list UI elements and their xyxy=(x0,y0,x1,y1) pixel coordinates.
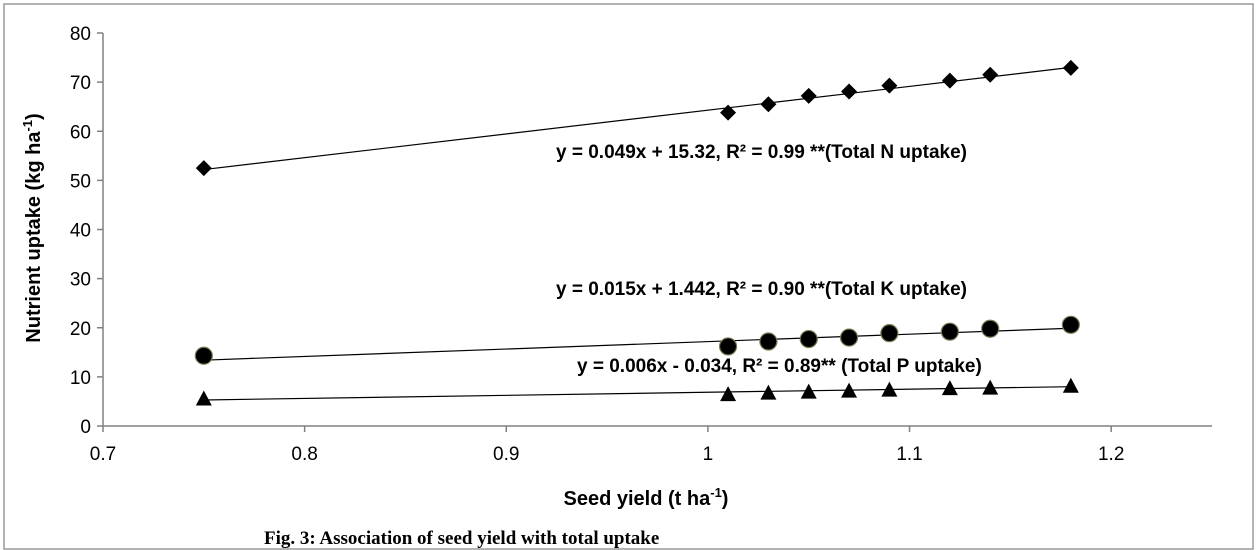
triangle-marker xyxy=(195,390,212,406)
triangle-marker xyxy=(1062,377,1079,393)
triangle-marker xyxy=(841,382,858,398)
y-tick-label: 0 xyxy=(80,417,91,438)
diamond-marker xyxy=(841,83,858,100)
y-tick-label: 30 xyxy=(70,270,91,291)
diamond-marker xyxy=(720,104,737,121)
diamond-marker xyxy=(982,66,999,83)
x-tick-label: 1 xyxy=(703,444,714,465)
x-axis-ticks: 0.7 0.8 0.9 1 1.1 1.2 xyxy=(90,426,1124,465)
triangle-marker xyxy=(800,383,817,399)
triangle-marker xyxy=(982,379,999,395)
y-tick-label: 20 xyxy=(70,319,91,340)
circle-marker xyxy=(718,337,738,356)
equation-label-n: y = 0.049x + 15.32, R² = 0.99 **(Total N… xyxy=(556,142,967,163)
circle-marker xyxy=(981,319,1000,338)
x-axis-title: Seed yield (t ha-1) xyxy=(564,485,729,510)
data-markers xyxy=(194,59,1080,406)
circle-marker xyxy=(759,332,778,351)
figure-caption: Fig. 3: Association of seed yield with t… xyxy=(264,528,659,549)
circle-marker xyxy=(194,346,213,365)
circle-marker xyxy=(940,322,959,341)
x-tick-label: 0.9 xyxy=(493,444,519,465)
triangle-marker xyxy=(881,381,898,397)
diamond-marker xyxy=(881,77,898,94)
y-tick-label: 70 xyxy=(70,73,91,94)
chart-frame xyxy=(3,3,1254,550)
y-tick-label: 60 xyxy=(70,122,91,143)
circle-marker xyxy=(1061,315,1080,334)
y-tick-label: 10 xyxy=(70,368,91,389)
trendline-series-2 xyxy=(203,386,1071,401)
y-axis-title: Nutrient uptake (kg ha-1) xyxy=(20,113,45,342)
triangle-marker xyxy=(720,386,737,402)
equation-label-k: y = 0.015x + 1.442, R² = 0.90 **(Total K… xyxy=(556,279,967,300)
triangle-marker xyxy=(941,380,958,396)
trendline-series-0 xyxy=(203,66,1071,171)
y-tick-label: 40 xyxy=(70,221,91,242)
x-tick-label: 0.7 xyxy=(90,444,116,465)
circle-marker xyxy=(880,324,899,343)
x-tick-label: 1.1 xyxy=(896,444,922,465)
circle-marker xyxy=(799,329,818,349)
diamond-marker xyxy=(941,72,958,89)
triangle-marker xyxy=(760,384,777,400)
diamond-marker xyxy=(195,160,212,177)
diamond-marker xyxy=(800,87,817,104)
y-tick-label: 80 xyxy=(70,24,91,45)
trendline-series-1 xyxy=(203,327,1071,361)
equation-label-p: y = 0.006x - 0.034, R² = 0.89** (Total P… xyxy=(577,356,982,377)
x-tick-label: 1.2 xyxy=(1098,444,1124,465)
trendlines xyxy=(203,66,1071,401)
diamond-marker xyxy=(1062,59,1079,76)
diamond-marker xyxy=(760,96,777,113)
y-tick-label: 50 xyxy=(70,171,91,192)
y-axis-ticks: 0 10 20 30 40 50 60 70 80 xyxy=(70,24,103,438)
circle-marker xyxy=(839,328,859,347)
x-tick-label: 0.8 xyxy=(291,444,317,465)
